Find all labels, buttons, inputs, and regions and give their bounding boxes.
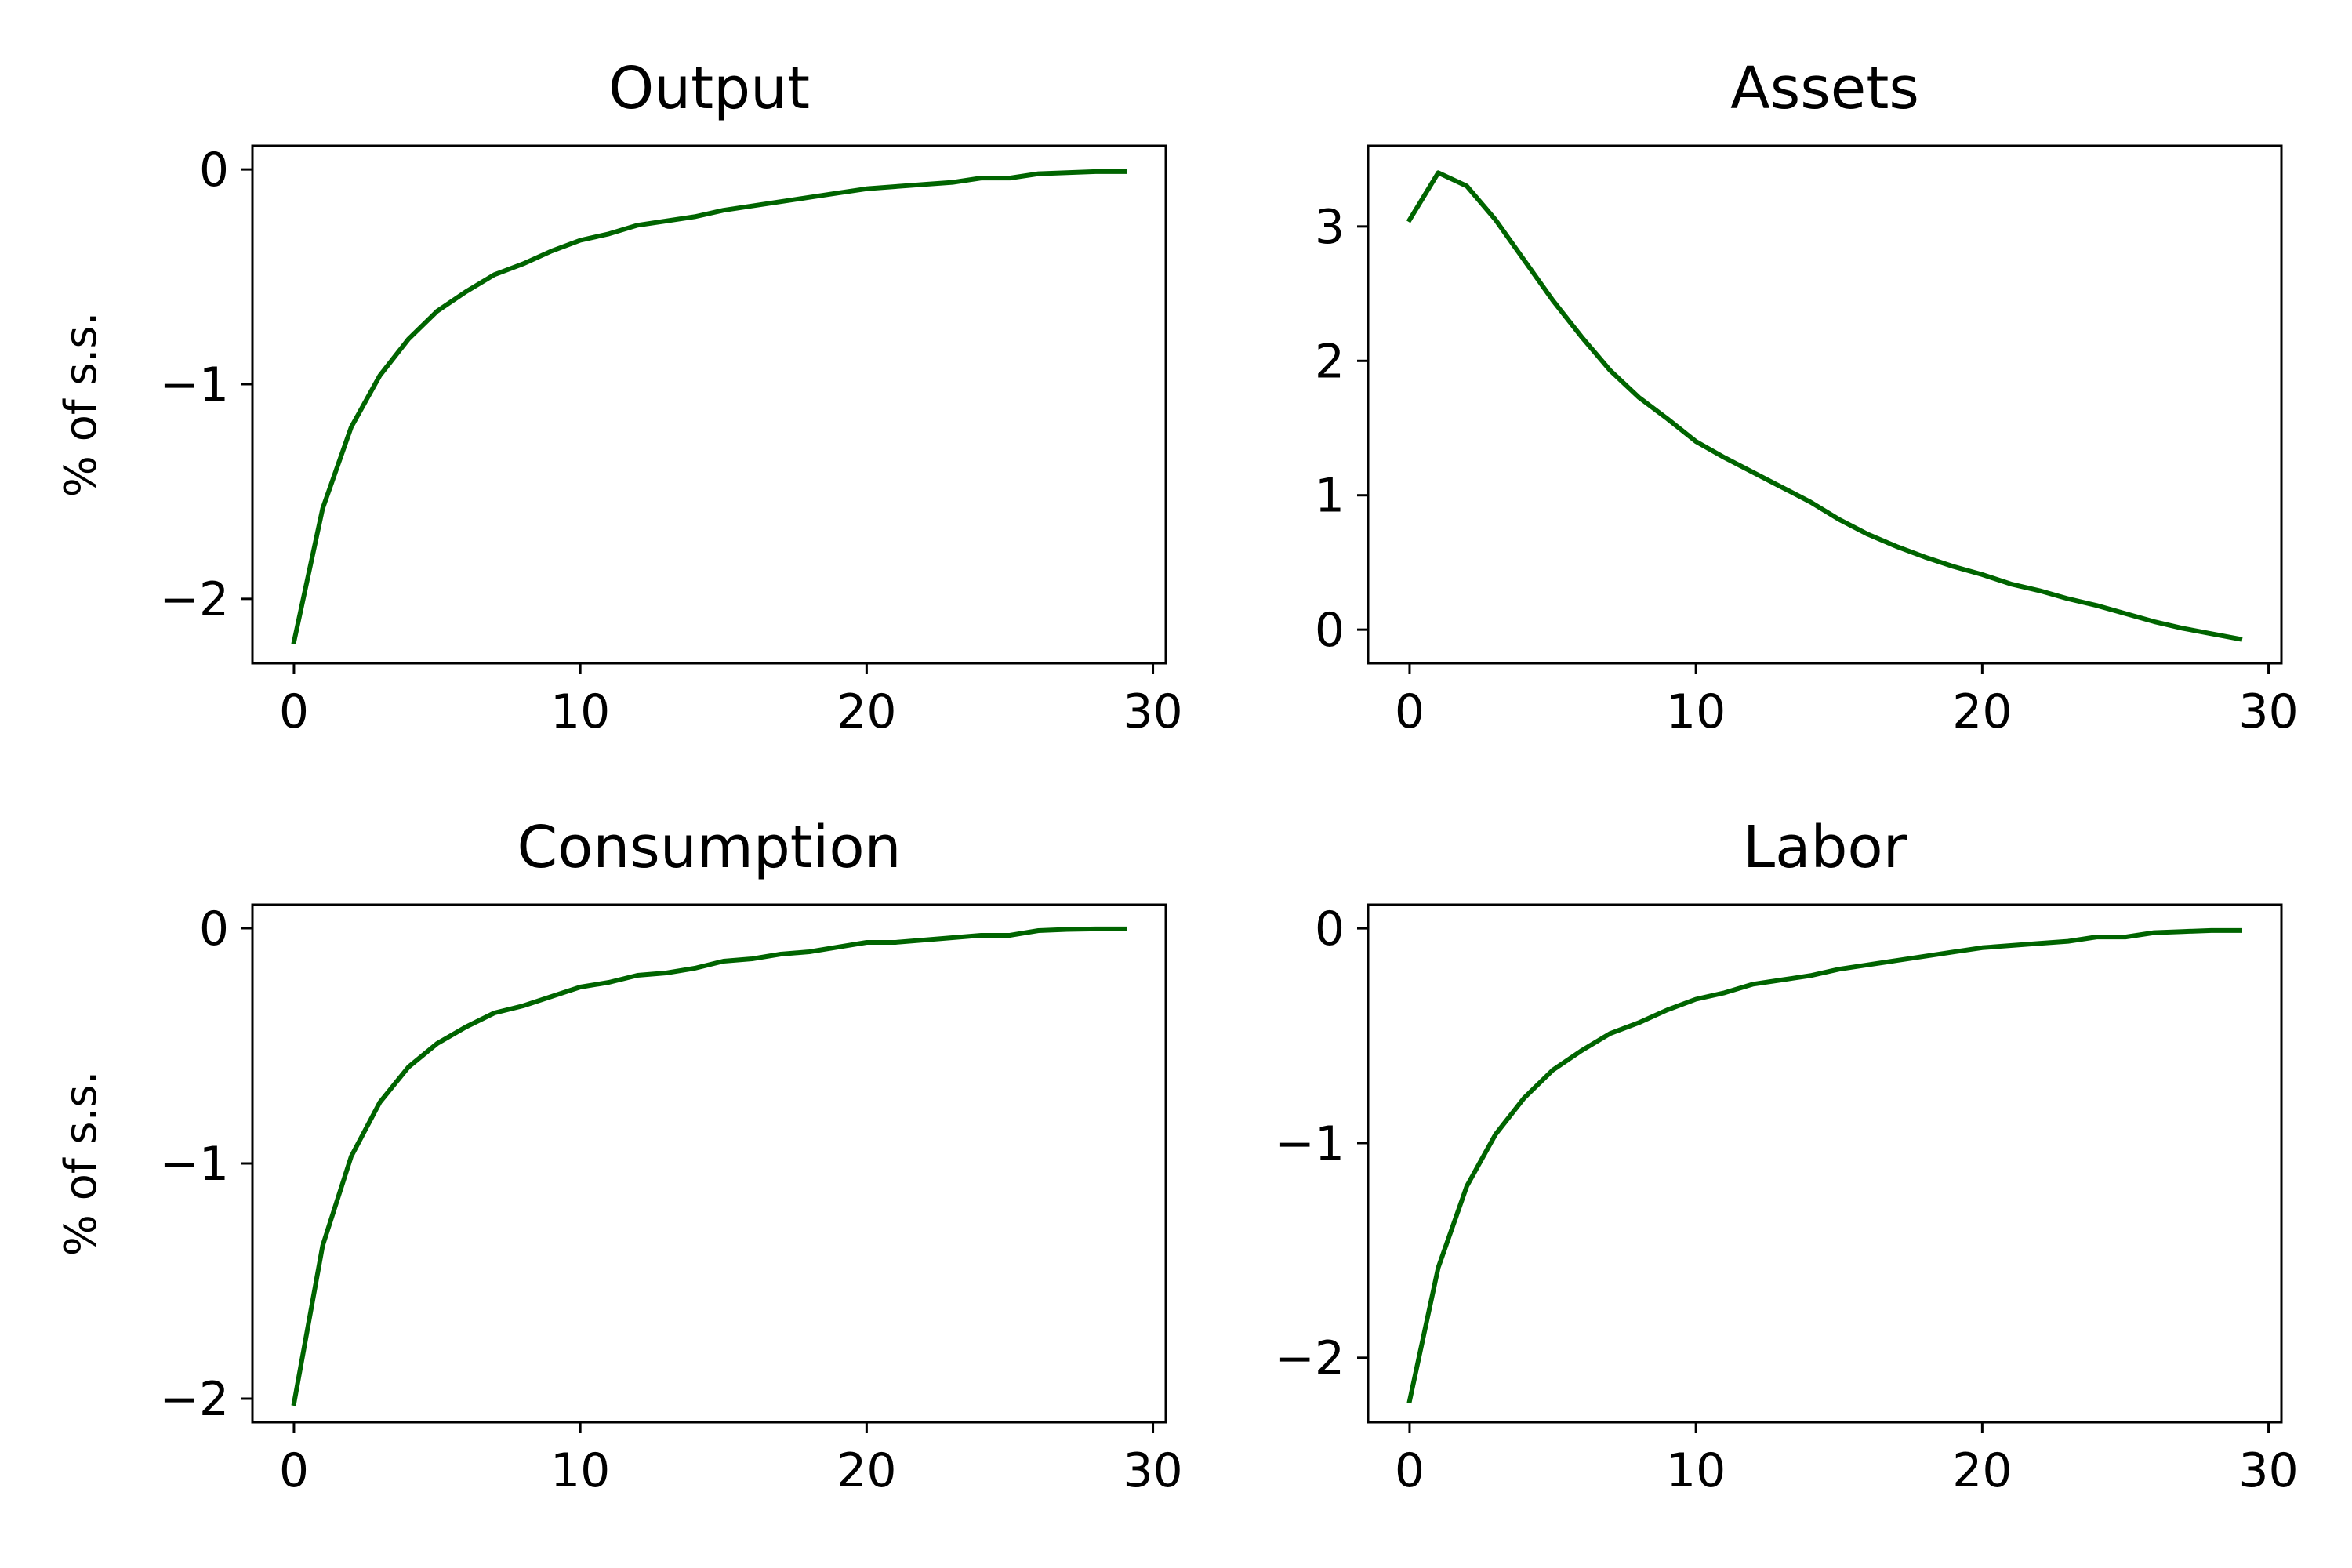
series-line (291, 169, 1127, 645)
subplot-output: 0 10 20 30 0 −1 −2 Output % of s.s. (56, 55, 1183, 739)
y-tick-label: 3 (1315, 200, 1345, 255)
series-line (1406, 170, 2243, 642)
x-tick-label: 20 (837, 1443, 896, 1498)
axes-frame (251, 144, 1167, 665)
series-line (291, 926, 1127, 1406)
x-tick-label: 20 (1952, 684, 2012, 739)
y-axis-label: % of s.s. (56, 1071, 107, 1257)
axes-frame (251, 903, 1167, 1424)
y-tick-label: −1 (160, 1137, 229, 1192)
subplot-labor: 0 10 20 30 0 −1 −2 Labor (1276, 814, 2299, 1498)
x-tick-label: 10 (1666, 1443, 1726, 1498)
x-tick-label: 0 (279, 684, 309, 739)
x-tick-label: 10 (550, 684, 610, 739)
y-tick-label: 2 (1315, 334, 1345, 389)
y-tick-label: 1 (1315, 469, 1345, 524)
subplot-assets: 0 10 20 30 0 1 2 3 Assets (1315, 55, 2299, 739)
subplot-title: Assets (1730, 55, 1919, 122)
subplot-title: Labor (1743, 814, 1907, 881)
y-tick-label: 0 (199, 902, 229, 956)
x-tick-label: 0 (279, 1443, 309, 1498)
x-tick-label: 30 (1123, 1443, 1182, 1498)
x-tick-label: 20 (837, 684, 896, 739)
x-tick-label: 30 (2238, 1443, 2298, 1498)
x-tick-label: 10 (1666, 684, 1726, 739)
y-tick-label: 0 (199, 143, 229, 198)
y-tick-label: −1 (160, 358, 229, 412)
x-tick-label: 20 (1952, 1443, 2012, 1498)
x-tick-label: 30 (1123, 684, 1182, 739)
x-tick-label: 0 (1395, 684, 1425, 739)
y-tick-label: −2 (1276, 1331, 1345, 1386)
subplot-consumption: 0 10 20 30 0 −1 −2 Consumption % of s.s. (56, 814, 1183, 1498)
axes-frame (1367, 903, 2283, 1424)
axes-frame (1367, 144, 2283, 665)
x-tick-label: 0 (1395, 1443, 1425, 1498)
x-tick-label: 30 (2238, 684, 2298, 739)
y-tick-label: 0 (1315, 603, 1345, 658)
subplot-title: Output (608, 55, 810, 122)
y-tick-label: 0 (1315, 902, 1345, 956)
y-tick-label: −2 (160, 1372, 229, 1427)
x-tick-label: 10 (550, 1443, 610, 1498)
y-tick-label: −2 (160, 572, 229, 627)
subplot-title: Consumption (517, 814, 901, 881)
series-line (1406, 927, 2242, 1404)
y-axis-label: % of s.s. (56, 312, 107, 498)
y-tick-label: −1 (1276, 1116, 1345, 1171)
